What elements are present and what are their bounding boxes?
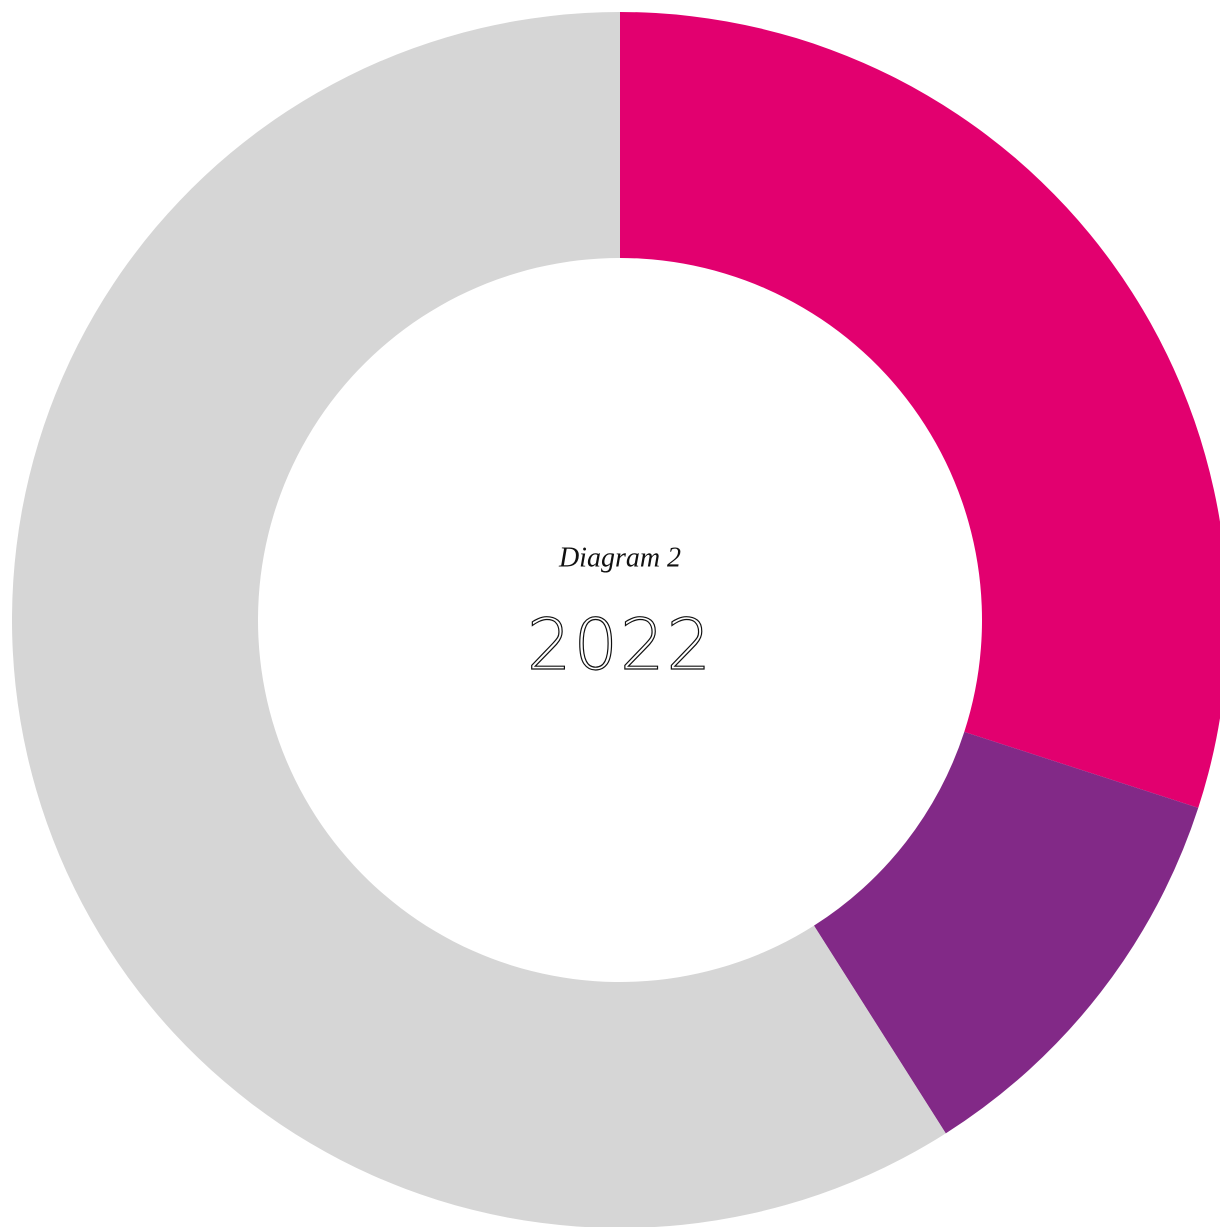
donut-slice (620, 12, 1220, 808)
donut-slice (813, 731, 1199, 1134)
donut-slice (12, 12, 946, 1227)
donut (12, 12, 1220, 1227)
chart-title: Diagram 2 (558, 542, 681, 573)
chart-subtitle: 2022 (527, 604, 713, 686)
